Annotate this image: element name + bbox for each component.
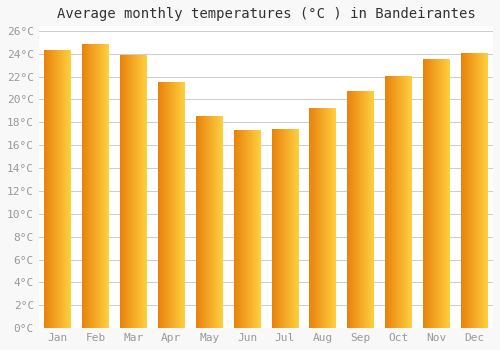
Title: Average monthly temperatures (°C ) in Bandeirantes: Average monthly temperatures (°C ) in Ba… [56,7,476,21]
